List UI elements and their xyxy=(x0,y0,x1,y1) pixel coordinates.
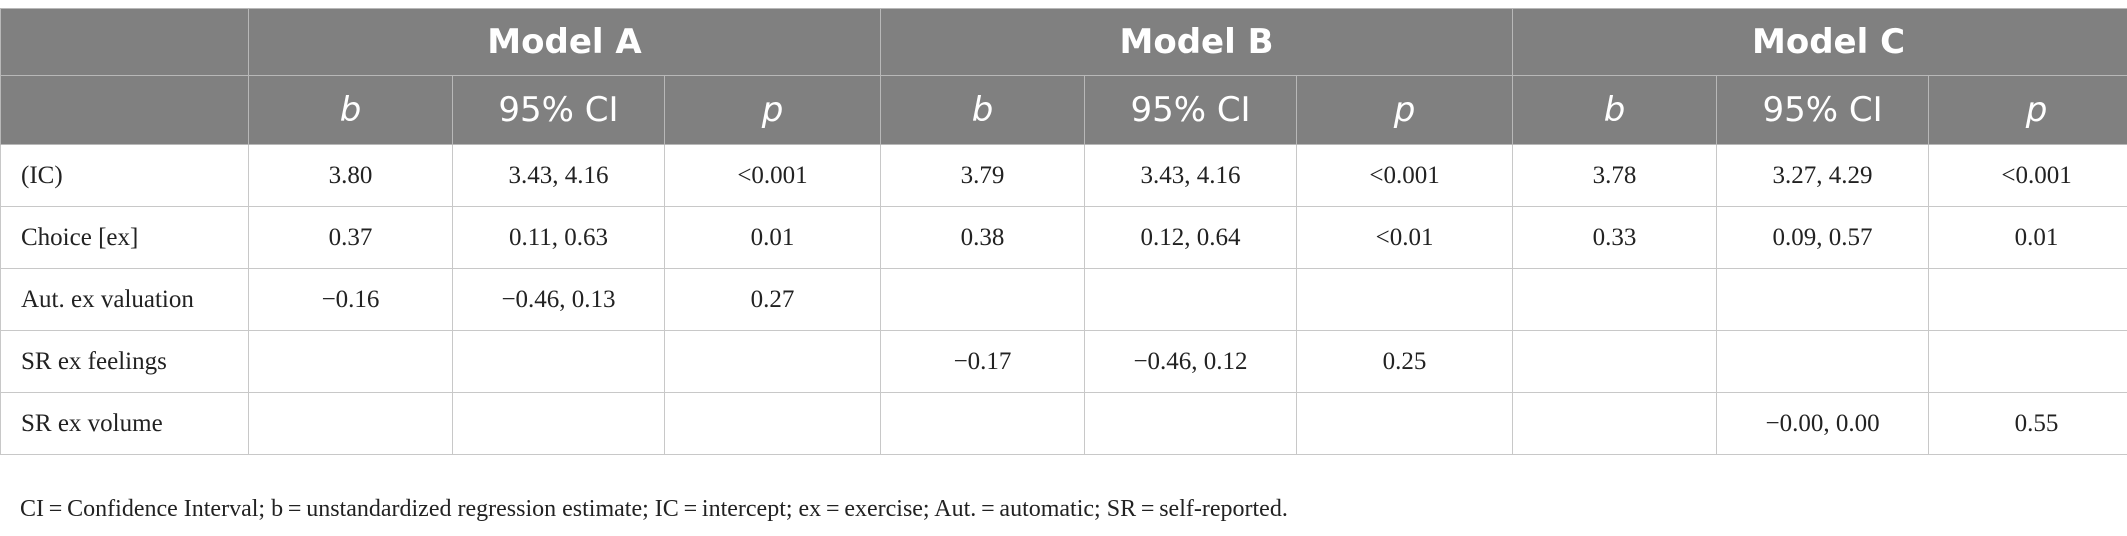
table-cell: 0.27 xyxy=(663,268,882,331)
table-cell: 0.25 xyxy=(1296,330,1514,393)
row-label: (IC) xyxy=(0,144,249,207)
model-a-header: Model A xyxy=(247,8,882,76)
table-cell xyxy=(1928,268,2127,331)
model-c-ci-header: 95% CI xyxy=(1716,75,1930,145)
table-row: SR ex feelings −0.17 −0.46, 0.12 0.25 xyxy=(0,330,2127,393)
table-cell: 0.12, 0.64 xyxy=(1084,206,1298,269)
model-c-header: Model C xyxy=(1512,8,2127,76)
table-cell: <0.01 xyxy=(1296,206,1514,269)
table-cell: 3.80 xyxy=(248,144,453,207)
table-cell: 3.79 xyxy=(880,144,1086,207)
table-cell: −0.00, 0.00 xyxy=(1716,392,1930,455)
table-cell xyxy=(1928,330,2127,393)
table-row: (IC) 3.80 3.43, 4.16 <0.001 3.79 3.43, 4… xyxy=(0,144,2127,207)
model-a-b-header: b xyxy=(248,75,453,145)
table-cell xyxy=(1512,330,1718,393)
table-cell xyxy=(1716,330,1930,393)
table-cell xyxy=(1296,268,1514,331)
regression-table-container: Model A Model B Model C b 95% CI p b 95%… xyxy=(0,8,2127,455)
model-b-header: Model B xyxy=(880,8,1514,76)
stat-header-row: b 95% CI p b 95% CI p b 95% CI p xyxy=(0,75,2127,145)
row-label: SR ex volume xyxy=(0,392,249,455)
table-row: Aut. ex valuation −0.16 −0.46, 0.13 0.27 xyxy=(0,268,2127,331)
model-header-row: Model A Model B Model C xyxy=(0,8,2127,76)
table-cell: 3.27, 4.29 xyxy=(1716,144,1930,207)
model-c-b-header: b xyxy=(1512,75,1718,145)
table-cell: <0.001 xyxy=(663,144,882,207)
table-cell xyxy=(248,392,453,455)
table-cell xyxy=(452,330,665,393)
model-c-p-header: p xyxy=(1928,75,2127,145)
table-cell: 0.01 xyxy=(663,206,882,269)
table-cell: 3.43, 4.16 xyxy=(452,144,665,207)
table-cell: −0.16 xyxy=(248,268,453,331)
table-cell xyxy=(880,268,1086,331)
table-cell xyxy=(1084,392,1298,455)
table-cell xyxy=(663,392,882,455)
table-row: SR ex volume −0.00, 0.00 0.55 xyxy=(0,392,2127,455)
header-corner-cell xyxy=(0,75,249,145)
table-cell: 0.11, 0.63 xyxy=(452,206,665,269)
table-cell xyxy=(663,330,882,393)
table-cell xyxy=(1084,268,1298,331)
table-cell: −0.46, 0.12 xyxy=(1084,330,1298,393)
table-footnote: CI = Confidence Interval; b = unstandard… xyxy=(20,496,1288,522)
table-cell xyxy=(248,330,453,393)
table-cell xyxy=(1716,268,1930,331)
row-label: SR ex feelings xyxy=(0,330,249,393)
table-cell: −0.17 xyxy=(880,330,1086,393)
table-cell: 3.43, 4.16 xyxy=(1084,144,1298,207)
table-cell: −0.46, 0.13 xyxy=(452,268,665,331)
model-b-p-header: p xyxy=(1296,75,1514,145)
table-cell xyxy=(880,392,1086,455)
table-cell: 0.09, 0.57 xyxy=(1716,206,1930,269)
table-cell: 0.37 xyxy=(248,206,453,269)
model-a-p-header: p xyxy=(663,75,882,145)
table-cell: 0.33 xyxy=(1512,206,1718,269)
model-b-ci-header: 95% CI xyxy=(1084,75,1298,145)
table-cell: 0.38 xyxy=(880,206,1086,269)
header-corner-cell xyxy=(0,8,249,76)
table-cell xyxy=(1512,392,1718,455)
row-label: Aut. ex valuation xyxy=(0,268,249,331)
table-cell: 3.78 xyxy=(1512,144,1718,207)
table-cell: <0.001 xyxy=(1296,144,1514,207)
table-cell xyxy=(1512,268,1718,331)
table-cell xyxy=(452,392,665,455)
row-label: Choice [ex] xyxy=(0,206,249,269)
table-cell: <0.001 xyxy=(1928,144,2127,207)
model-b-b-header: b xyxy=(880,75,1086,145)
model-a-ci-header: 95% CI xyxy=(452,75,665,145)
table-cell xyxy=(1296,392,1514,455)
table-row: Choice [ex] 0.37 0.11, 0.63 0.01 0.38 0.… xyxy=(0,206,2127,269)
table-cell: 0.01 xyxy=(1928,206,2127,269)
table-cell: 0.55 xyxy=(1928,392,2127,455)
regression-table: Model A Model B Model C b 95% CI p b 95%… xyxy=(0,8,2127,455)
